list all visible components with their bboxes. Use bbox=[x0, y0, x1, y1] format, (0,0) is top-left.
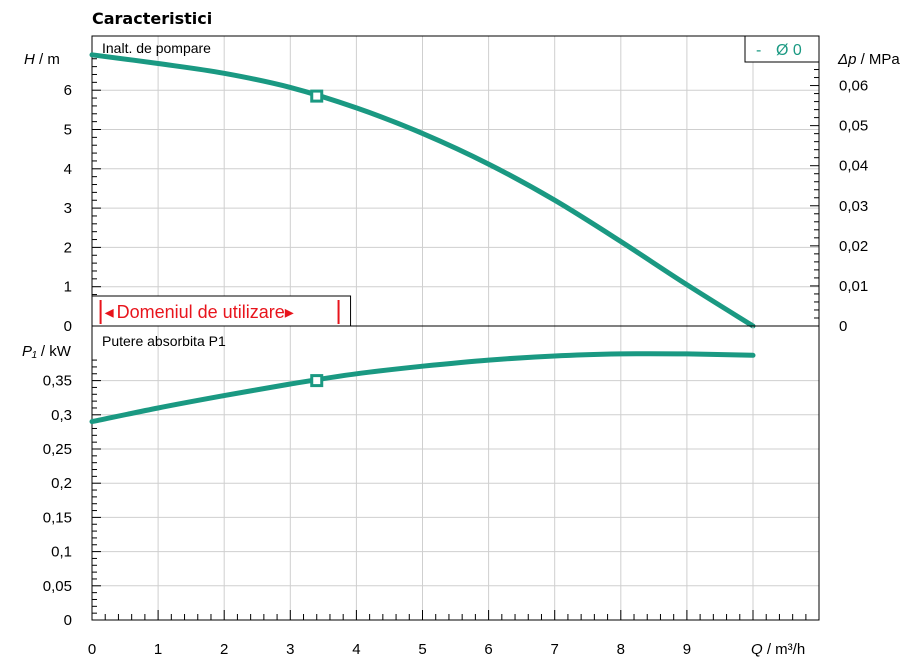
head-right-axis-label: Δp / MPa bbox=[837, 51, 900, 68]
head-left-tick-label: 2 bbox=[64, 239, 72, 256]
x-tick-label: 9 bbox=[683, 641, 691, 658]
power-panel-label: Putere absorbita P1 bbox=[102, 333, 226, 349]
power-left-tick-label: 0,3 bbox=[51, 407, 72, 424]
legend-entry: Ø 0 bbox=[776, 42, 802, 59]
head-right-tick-label: 0,05 bbox=[839, 118, 868, 135]
head-left-tick-label: 0 bbox=[64, 318, 72, 335]
operating-range: ◂ Domeniul de utilizare▸ bbox=[91, 295, 352, 327]
x-tick-label: 8 bbox=[617, 641, 625, 658]
x-tick-label: 5 bbox=[418, 641, 426, 658]
power-left-axis-var: P₁ bbox=[22, 343, 37, 360]
operating-range-arrow-left: ◂ bbox=[105, 302, 114, 322]
head-right-axis-var: Δp bbox=[837, 51, 856, 68]
power-left-tick-label: 0,1 bbox=[51, 544, 72, 561]
head-operating-point bbox=[310, 89, 324, 103]
power-left-tick-label: 0,15 bbox=[43, 509, 72, 526]
power-left-tick-label: 0,25 bbox=[43, 441, 72, 458]
power-left-tick-label: 0,2 bbox=[51, 475, 72, 492]
x-tick-label: 3 bbox=[286, 641, 294, 658]
head-right-tick-label: 0,06 bbox=[839, 78, 868, 95]
x-axis-var: Q bbox=[751, 641, 763, 658]
head-left-tick-label: 6 bbox=[64, 82, 72, 99]
power-left-tick-label: 0,35 bbox=[43, 373, 72, 390]
x-tick-labels: 0 1 2 3 4 5 6 7 8 9 bbox=[88, 641, 691, 658]
power-grid bbox=[92, 326, 819, 620]
head-left-tick-label: 5 bbox=[64, 122, 72, 139]
power-panel: Putere absorbita P1 00,050,10,150,20,250… bbox=[22, 325, 820, 629]
head-left-tick-label: 4 bbox=[64, 161, 72, 178]
power-left-axis-unit: / kW bbox=[37, 343, 72, 360]
power-left-tick-labels: 0 0,05 0,1 0,15 0,2 0,25 0,3 0,35 bbox=[43, 373, 72, 629]
head-curve-series bbox=[89, 52, 756, 329]
operating-range-arrow-right: ▸ bbox=[285, 302, 294, 322]
power-left-tick-label: 0,05 bbox=[43, 578, 72, 595]
power-axes bbox=[91, 325, 820, 621]
head-right-tick-label: 0,04 bbox=[839, 158, 868, 175]
legend-box bbox=[744, 35, 820, 63]
head-frame bbox=[91, 35, 820, 327]
legend-dash: - bbox=[756, 42, 761, 59]
operating-range-label: ◂ Domeniul de utilizare▸ bbox=[105, 302, 294, 322]
operating-range-text: Domeniul de utilizare bbox=[117, 302, 285, 322]
head-left-axis-var: H bbox=[24, 51, 35, 68]
head-left-axis-label: H / m bbox=[24, 51, 60, 68]
head-grid bbox=[92, 36, 819, 326]
power-left-axis-label: P₁ / kW bbox=[22, 343, 72, 360]
head-left-tick-labels: 0 1 2 3 4 5 6 bbox=[64, 82, 72, 335]
x-tick-label: 4 bbox=[352, 641, 360, 658]
head-right-tick-label: 0,02 bbox=[839, 238, 868, 255]
legend: - Ø 0 bbox=[744, 35, 820, 63]
operating-range-box bbox=[91, 295, 352, 327]
x-tick-label: 6 bbox=[484, 641, 492, 658]
head-left-tick-label: 1 bbox=[64, 279, 72, 296]
x-axis-label: Q / m³/h bbox=[751, 641, 805, 658]
head-right-tick-label: 0 bbox=[839, 318, 847, 335]
head-axes bbox=[91, 35, 820, 327]
head-panel-label: Inalt. de pompare bbox=[102, 40, 211, 56]
head-right-axis-unit: / MPa bbox=[856, 51, 900, 68]
head-right-tick-label: 0,03 bbox=[839, 198, 868, 215]
power-operating-point bbox=[310, 374, 324, 388]
x-tick-label: 0 bbox=[88, 641, 96, 658]
x-axis-unit: / m³/h bbox=[763, 641, 806, 658]
power-frame bbox=[91, 325, 820, 621]
x-tick-label: 7 bbox=[551, 641, 559, 658]
head-left-axis-unit: / m bbox=[35, 51, 60, 68]
x-tick-label: 2 bbox=[220, 641, 228, 658]
chart-title: Caracteristici bbox=[92, 9, 212, 28]
head-left-tick-label: 3 bbox=[64, 200, 72, 217]
head-right-tick-labels: 0 0,01 0,02 0,03 0,04 0,05 0,06 bbox=[839, 78, 868, 335]
power-curve-series bbox=[89, 351, 756, 425]
power-left-tick-label: 0 bbox=[64, 612, 72, 629]
x-tick-label: 1 bbox=[154, 641, 162, 658]
head-right-tick-label: 0,01 bbox=[839, 278, 868, 295]
